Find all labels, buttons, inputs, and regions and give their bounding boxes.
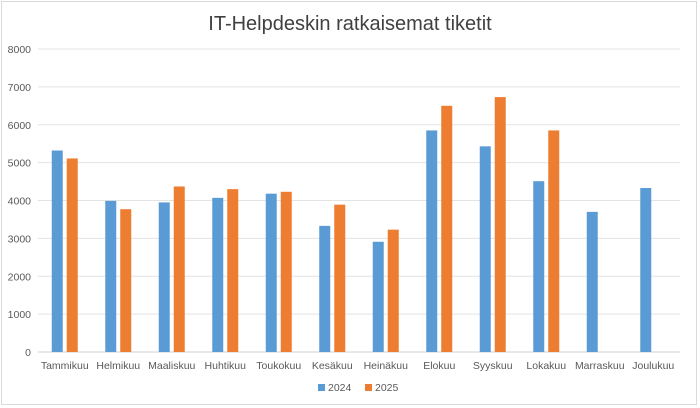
bar-2024-elokuu — [426, 130, 438, 352]
x-tick-label: Kesäkuu — [312, 360, 353, 372]
legend-swatch-2025 — [365, 384, 372, 391]
y-tick-label: 4000 — [8, 196, 32, 208]
legend-label-2025: 2025 — [375, 382, 399, 394]
bar-2025-lokakuu — [548, 130, 560, 352]
x-tick-label: Helmikuu — [96, 360, 140, 372]
bar-2025-toukokuu — [280, 191, 292, 352]
bar-2025-elokuu — [441, 105, 453, 352]
y-tick-label: 3000 — [8, 233, 32, 245]
x-tick-label: Syyskuu — [473, 360, 513, 372]
bar-2024-huhtikuu — [212, 197, 224, 352]
x-tick-label: Marraskuu — [575, 360, 625, 372]
x-tick-label: Lokakuu — [526, 360, 566, 372]
y-tick-label: 7000 — [8, 82, 32, 94]
bar-2024-lokakuu — [533, 181, 545, 352]
x-tick-label: Joulukuu — [632, 360, 674, 372]
bar-2024-syyskuu — [479, 146, 491, 352]
bar-2025-syyskuu — [494, 97, 506, 352]
bar-2024-tammikuu — [51, 150, 63, 352]
bar-2025-kesäkuu — [334, 204, 346, 352]
bar-2024-helmikuu — [105, 200, 117, 352]
y-tick-label: 2000 — [8, 271, 32, 283]
y-tick-label: 1000 — [8, 309, 32, 321]
bar-2024-heinäkuu — [372, 241, 384, 352]
x-tick-label: Heinäkuu — [364, 360, 409, 372]
x-tick-label: Elokuu — [423, 360, 455, 372]
y-tick-label: 6000 — [8, 120, 32, 132]
y-tick-label: 8000 — [8, 44, 32, 56]
bar-2025-helmikuu — [120, 209, 132, 352]
legend-label-2024: 2024 — [328, 382, 352, 394]
bar-2025-heinäkuu — [387, 229, 399, 352]
x-tick-label: Huhtikuu — [205, 360, 247, 372]
legend-swatch-2024 — [318, 384, 325, 391]
x-tick-label: Tammikuu — [41, 360, 89, 372]
y-tick-label: 0 — [25, 347, 31, 359]
y-tick-label: 5000 — [8, 158, 32, 170]
bar-2024-joulukuu — [640, 188, 652, 352]
chart-title: IT-Helpdeskin ratkaisemat tiketit — [208, 13, 492, 35]
bar-2024-kesäkuu — [319, 225, 331, 352]
bar-2025-tammikuu — [66, 158, 78, 352]
bar-2025-huhtikuu — [227, 189, 239, 352]
x-tick-label: Maaliskuu — [148, 360, 195, 372]
bar-2024-maaliskuu — [158, 202, 170, 352]
x-tick-label: Toukokuu — [256, 360, 301, 372]
bar-2025-maaliskuu — [173, 186, 185, 352]
bar-2024-toukokuu — [265, 193, 277, 352]
bar-2024-marraskuu — [586, 211, 598, 352]
